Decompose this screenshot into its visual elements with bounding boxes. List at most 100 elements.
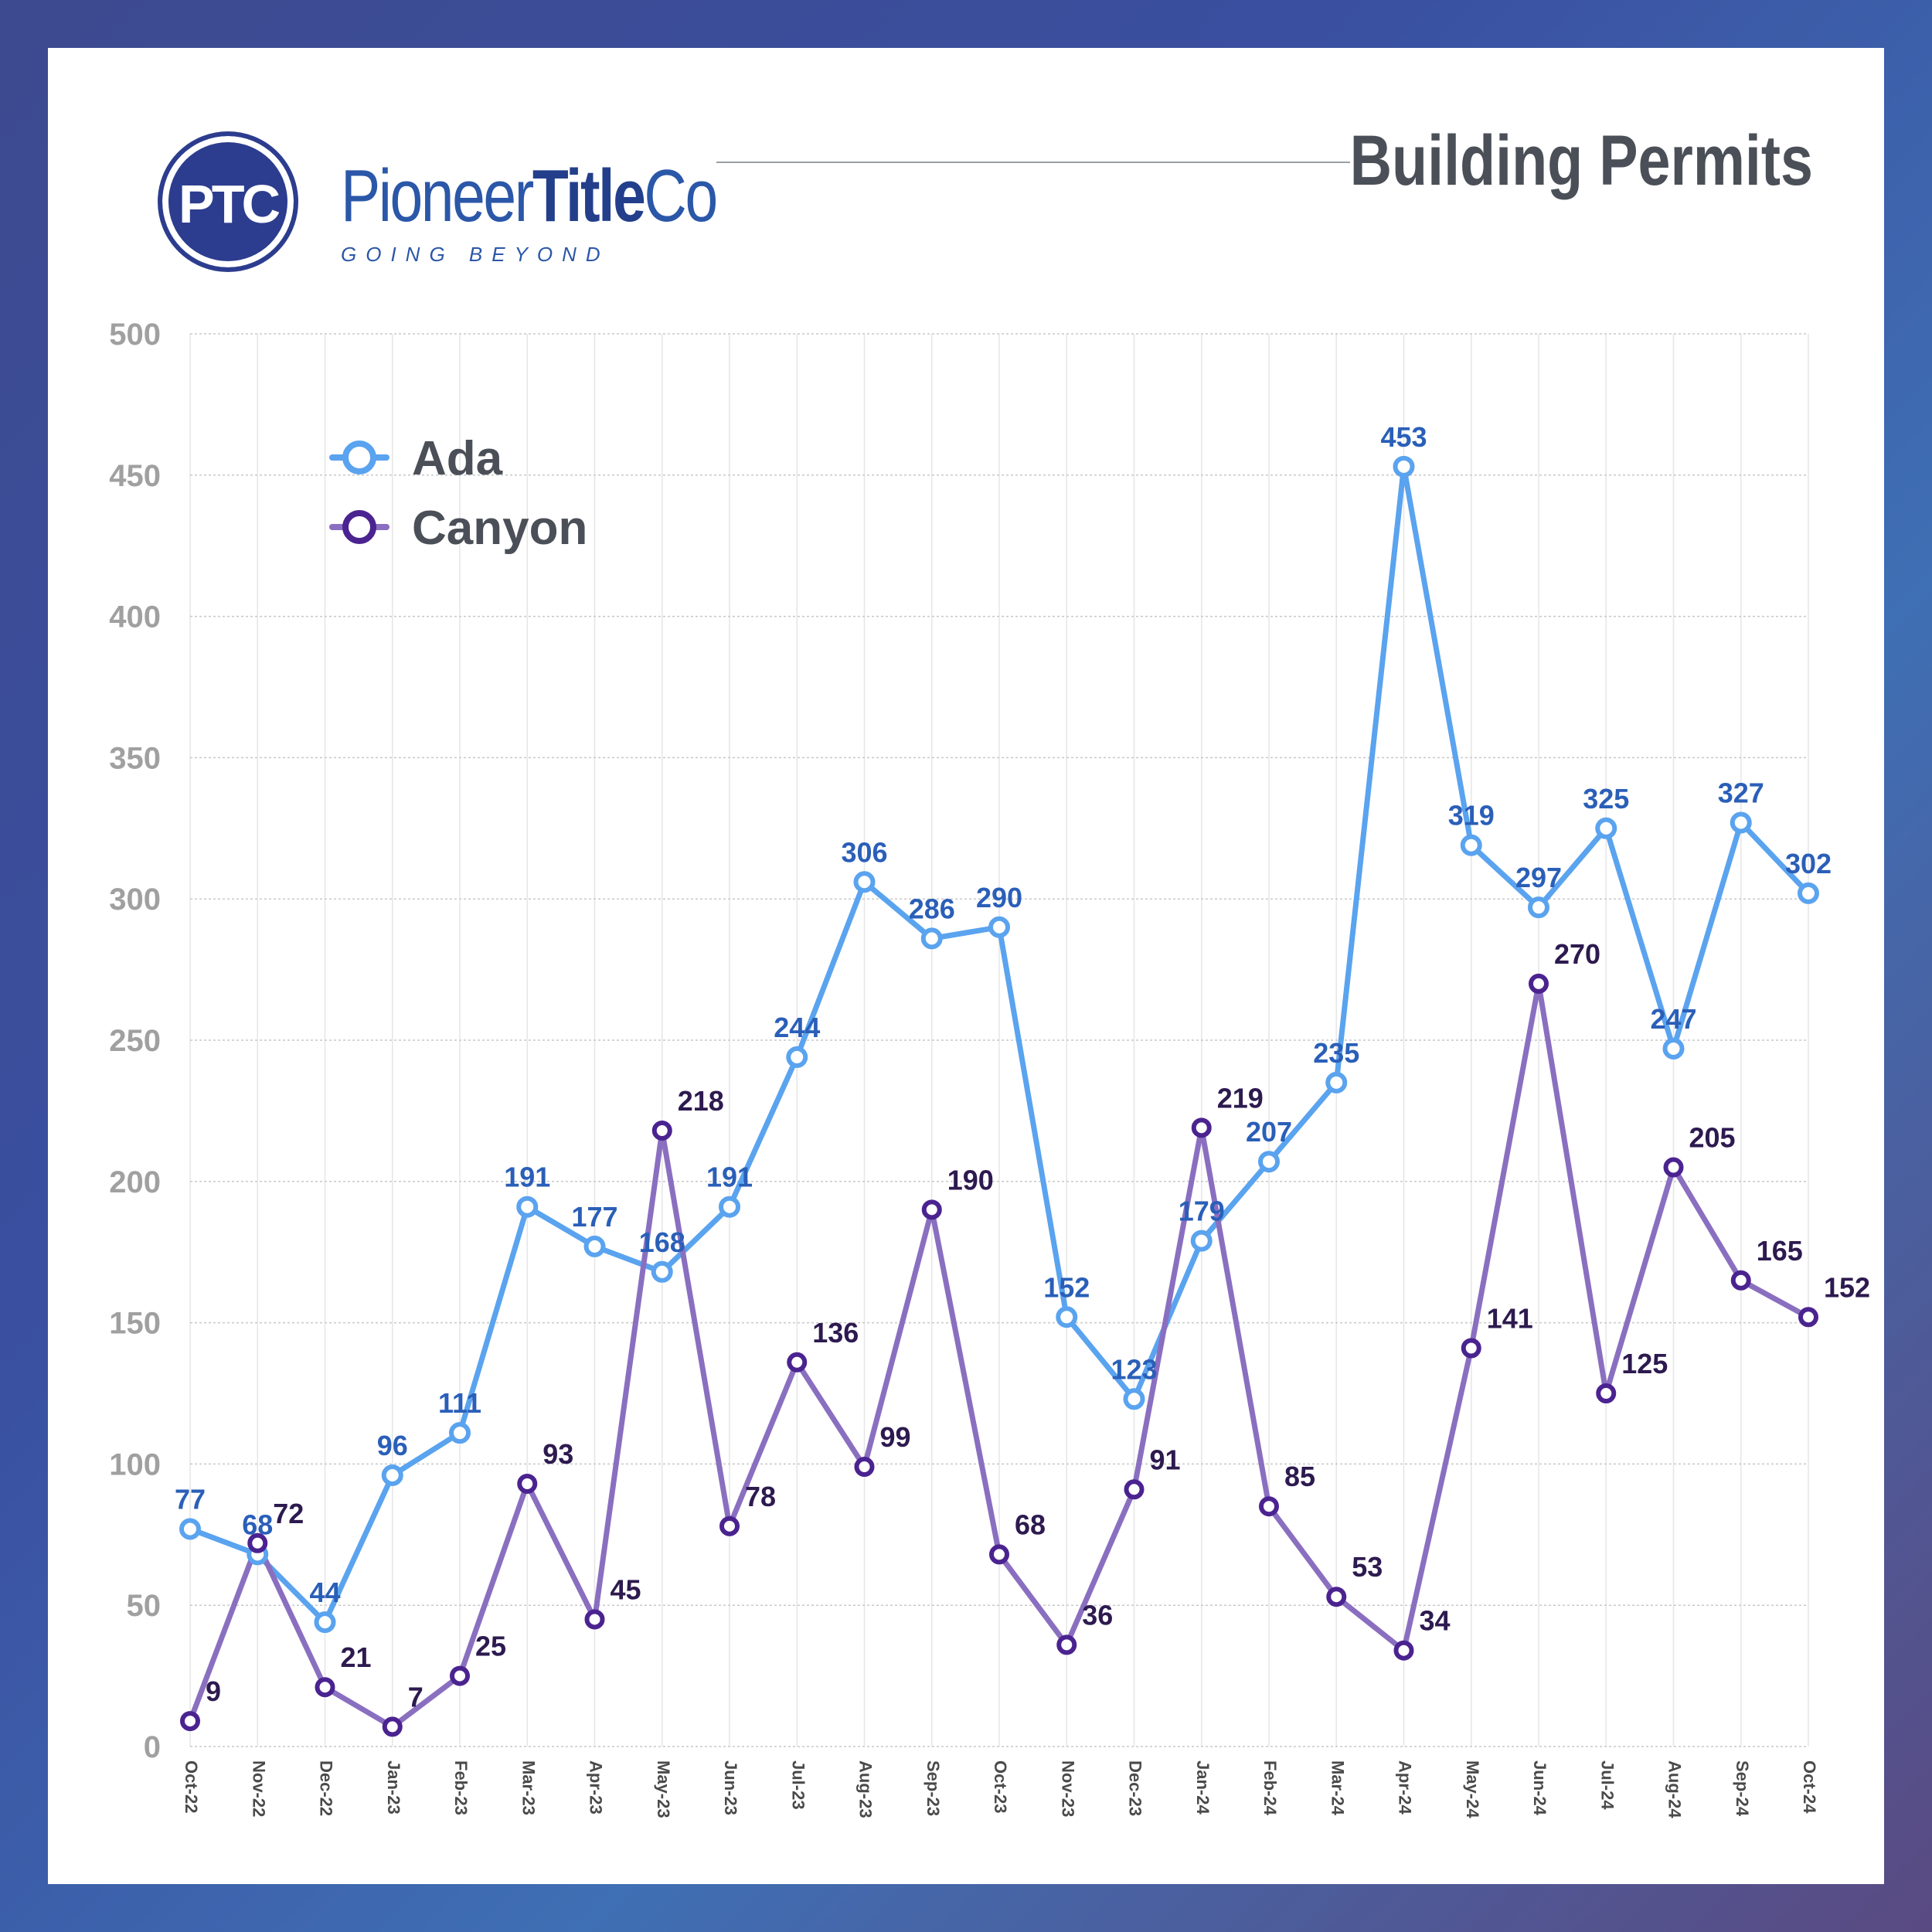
data-point-canyon [1461, 1338, 1481, 1359]
data-label-canyon: 53 [1352, 1551, 1383, 1583]
data-label-ada: 123 [1111, 1353, 1157, 1385]
data-label-canyon: 219 [1217, 1082, 1264, 1114]
data-label-canyon: 270 [1554, 938, 1600, 970]
header-divider [716, 162, 1350, 163]
data-point-ada [1730, 811, 1752, 834]
y-tick-label: 450 [109, 459, 161, 493]
data-point-ada [1258, 1151, 1280, 1173]
x-tick-label: Jun-23 [721, 1760, 740, 1815]
logo-name-bold: Title [532, 155, 646, 237]
data-point-canyon [1326, 1587, 1347, 1607]
legend-label-canyon: Canyon [412, 502, 587, 555]
data-point-canyon [584, 1609, 605, 1630]
y-tick-label: 100 [109, 1447, 161, 1481]
data-label-canyon: 7 [408, 1681, 423, 1713]
x-tick-label: Mar-23 [519, 1760, 538, 1815]
data-point-canyon [180, 1711, 200, 1732]
data-point-canyon [719, 1515, 740, 1536]
data-label-ada: 325 [1583, 783, 1629, 815]
x-tick-label: Jun-24 [1530, 1760, 1549, 1816]
y-tick-label: 150 [109, 1307, 161, 1341]
y-tick-label: 350 [109, 741, 161, 775]
x-tick-label: Dec-22 [317, 1760, 336, 1816]
data-point-canyon [315, 1677, 335, 1698]
data-point-canyon [1730, 1270, 1751, 1291]
data-point-canyon [1056, 1634, 1077, 1655]
data-label-ada: 179 [1179, 1196, 1225, 1227]
x-tick-label: Oct-24 [1800, 1760, 1819, 1814]
x-tick-label: Oct-23 [991, 1760, 1010, 1813]
data-label-ada: 247 [1650, 1003, 1696, 1035]
data-point-ada [651, 1260, 673, 1283]
legend-label-ada: Ada [412, 432, 503, 485]
data-label-ada: 244 [774, 1012, 820, 1043]
x-tick-label: Nov-22 [249, 1760, 268, 1817]
data-label-canyon: 136 [812, 1317, 859, 1349]
data-point-ada [314, 1611, 336, 1634]
data-point-canyon [1191, 1117, 1212, 1138]
data-point-ada [1460, 834, 1482, 856]
data-label-ada: 319 [1448, 800, 1495, 832]
legend-marker-canyon [342, 510, 376, 544]
data-label-ada: 191 [504, 1162, 550, 1193]
data-point-canyon [1663, 1157, 1684, 1178]
data-label-canyon: 125 [1621, 1348, 1668, 1379]
data-point-canyon [517, 1473, 538, 1494]
data-label-ada: 453 [1380, 421, 1427, 453]
data-label-canyon: 205 [1689, 1122, 1736, 1154]
data-label-ada: 327 [1718, 777, 1764, 808]
data-label-ada: 177 [571, 1201, 617, 1233]
data-label-ada: 111 [438, 1387, 481, 1419]
data-label-canyon: 45 [611, 1573, 641, 1605]
company-logo: PTC PioneerTitleCo GOING BEYOND [111, 88, 776, 272]
data-label-canyon: 25 [475, 1631, 506, 1662]
data-point-ada [920, 927, 943, 950]
data-label-ada: 191 [706, 1162, 753, 1193]
data-label-canyon: 21 [341, 1641, 372, 1673]
data-label-ada: 77 [175, 1483, 206, 1515]
x-tick-label: Aug-23 [856, 1760, 876, 1818]
data-label-canyon: 99 [880, 1421, 911, 1453]
x-tick-label: Apr-24 [1396, 1760, 1415, 1815]
logo-name-regular: Pioneer [341, 155, 534, 237]
data-point-canyon [921, 1199, 942, 1220]
x-tick-label: Sep-23 [923, 1760, 943, 1816]
data-label-canyon: 165 [1757, 1235, 1803, 1267]
data-label-canyon: 91 [1150, 1444, 1181, 1475]
y-tick-label: 400 [109, 600, 161, 634]
data-point-canyon [854, 1457, 875, 1478]
data-point-ada [516, 1196, 539, 1218]
data-point-ada [1190, 1230, 1213, 1252]
logo-name: PioneerTitleCo [341, 159, 718, 233]
x-tick-label: Jan-23 [384, 1760, 403, 1815]
data-label-canyon: 36 [1082, 1599, 1113, 1631]
y-tick-label: 50 [127, 1589, 162, 1623]
x-tick-label: Jul-23 [788, 1760, 808, 1810]
data-label-canyon: 85 [1284, 1461, 1315, 1492]
x-tick-label: Aug-24 [1665, 1760, 1685, 1818]
data-point-ada [1798, 882, 1819, 904]
data-label-ada: 96 [377, 1430, 408, 1461]
data-label-canyon: 72 [273, 1498, 304, 1529]
data-point-ada [1595, 817, 1617, 839]
data-point-ada [583, 1235, 606, 1257]
data-point-ada [853, 871, 876, 893]
data-point-canyon [247, 1532, 268, 1553]
data-point-ada [1123, 1388, 1145, 1410]
data-label-ada: 44 [309, 1577, 340, 1608]
data-point-canyon [989, 1544, 1009, 1565]
data-point-canyon [450, 1665, 470, 1686]
data-point-canyon [382, 1716, 403, 1737]
y-tick-label: 200 [109, 1165, 161, 1199]
x-tick-label: Sep-24 [1733, 1760, 1752, 1817]
y-tick-label: 300 [109, 883, 161, 917]
data-point-canyon [1393, 1640, 1414, 1661]
x-tick-label: Jan-24 [1193, 1760, 1213, 1815]
logo-mark: PTC [179, 174, 281, 234]
data-label-ada: 207 [1246, 1116, 1292, 1148]
x-tick-label: Nov-23 [1058, 1760, 1077, 1817]
x-tick-label: May-23 [654, 1760, 673, 1818]
x-tick-label: Mar-24 [1328, 1760, 1347, 1816]
data-point-canyon [651, 1120, 672, 1141]
data-label-canyon: 218 [678, 1085, 724, 1117]
